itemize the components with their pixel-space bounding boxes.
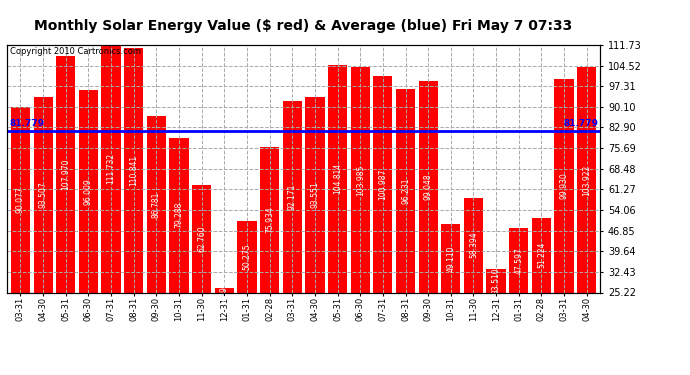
Text: 104.814: 104.814 <box>333 163 342 194</box>
Bar <box>419 81 437 364</box>
Bar <box>215 288 234 364</box>
Text: 103.922: 103.922 <box>582 164 591 195</box>
Bar <box>577 68 596 364</box>
Text: Monthly Solar Energy Value ($ red) & Average (blue) Fri May 7 07:33: Monthly Solar Energy Value ($ red) & Ave… <box>34 19 573 33</box>
Text: 58.394: 58.394 <box>469 232 478 258</box>
Text: 33.510: 33.510 <box>491 267 501 294</box>
Text: 81.779: 81.779 <box>563 119 598 128</box>
Bar <box>373 76 393 364</box>
Bar <box>56 56 75 364</box>
Text: 103.985: 103.985 <box>356 164 365 195</box>
Text: 50.275: 50.275 <box>242 243 251 270</box>
Bar <box>396 89 415 364</box>
Bar <box>486 269 506 364</box>
Bar <box>192 185 211 364</box>
Text: 99.930: 99.930 <box>560 172 569 199</box>
Bar <box>509 228 529 364</box>
Bar <box>147 116 166 364</box>
Bar <box>351 67 370 364</box>
Bar <box>555 79 573 364</box>
Bar <box>464 198 483 364</box>
Bar <box>101 45 121 364</box>
Text: 96.231: 96.231 <box>401 178 410 204</box>
Text: 90.077: 90.077 <box>16 186 25 213</box>
Bar <box>260 147 279 364</box>
Text: 26.918: 26.918 <box>220 277 229 303</box>
Text: 100.987: 100.987 <box>378 168 387 200</box>
Text: 107.970: 107.970 <box>61 158 70 190</box>
Bar <box>305 97 324 364</box>
Text: 86.781: 86.781 <box>152 191 161 217</box>
Text: 81.779: 81.779 <box>9 119 44 128</box>
Bar <box>441 224 460 364</box>
Text: 96.009: 96.009 <box>84 178 93 205</box>
Text: 110.841: 110.841 <box>129 154 138 186</box>
Bar <box>34 97 52 364</box>
Bar <box>237 221 257 364</box>
Text: 47.597: 47.597 <box>514 247 523 274</box>
Text: 93.507: 93.507 <box>39 182 48 208</box>
Text: 49.110: 49.110 <box>446 245 455 272</box>
Text: 79.288: 79.288 <box>175 202 184 228</box>
Bar <box>170 138 188 364</box>
Bar <box>79 90 98 364</box>
Bar <box>328 65 347 364</box>
Text: 51.224: 51.224 <box>537 242 546 268</box>
Text: 75.934: 75.934 <box>265 207 274 233</box>
Text: 111.732: 111.732 <box>106 153 116 184</box>
Bar <box>124 48 144 364</box>
Text: 93.551: 93.551 <box>310 182 319 208</box>
Text: 62.760: 62.760 <box>197 225 206 252</box>
Bar <box>283 101 302 364</box>
Text: 92.171: 92.171 <box>288 183 297 210</box>
Text: Copyright 2010 Cartronics.com: Copyright 2010 Cartronics.com <box>10 48 141 57</box>
Text: 99.048: 99.048 <box>424 174 433 200</box>
Bar <box>11 107 30 364</box>
Bar <box>532 218 551 364</box>
